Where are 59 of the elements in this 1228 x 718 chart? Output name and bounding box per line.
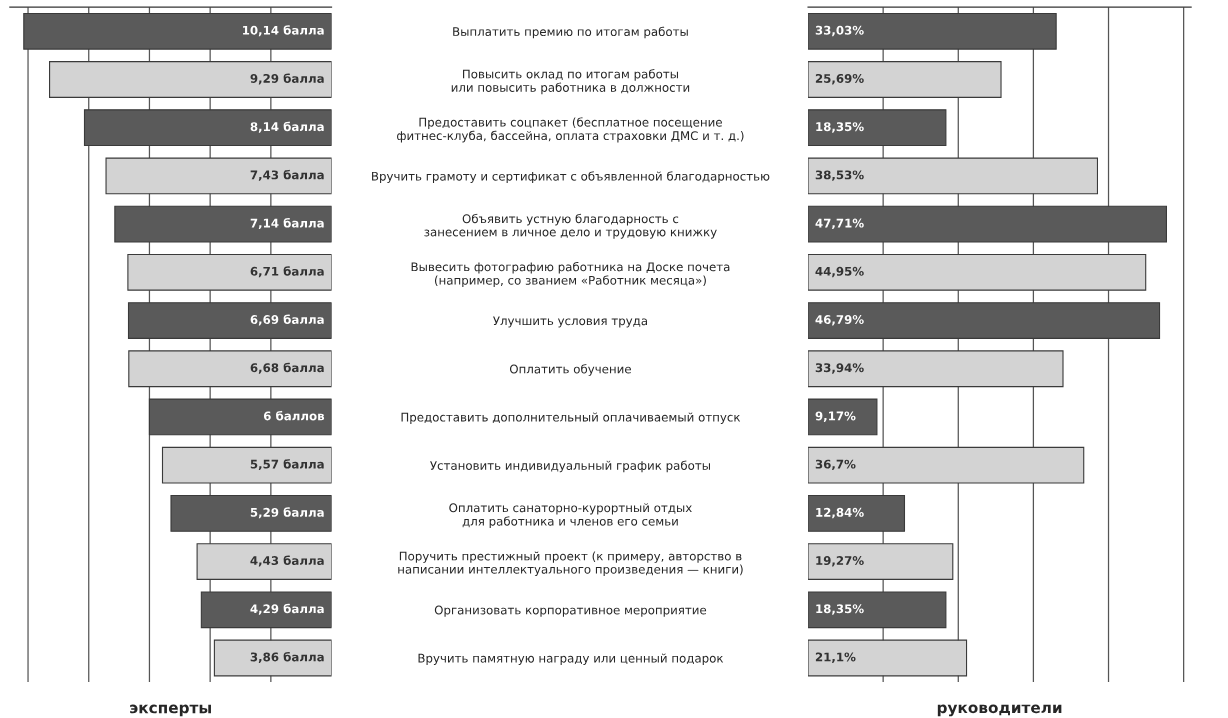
y-tick-label: Поручить престижный проект (к примеру, авторство в написании интеллектуального произведения — книги) xyxy=(398,551,743,577)
bar xyxy=(808,61,1002,98)
data-label: 6,68 балла xyxy=(250,362,324,374)
data-label: 36,7% xyxy=(815,459,856,471)
data-label: 46,79% xyxy=(815,315,864,326)
data-label: 12,84% xyxy=(816,507,864,519)
bar xyxy=(196,543,332,580)
data-label: 8,14 балла xyxy=(250,121,324,133)
data-label: 5,29 балла xyxy=(250,507,324,519)
data-label: 38,53% xyxy=(815,170,864,181)
bar xyxy=(128,350,332,388)
bar xyxy=(213,639,332,677)
data-label: 18,35% xyxy=(816,122,864,133)
bar xyxy=(808,398,878,436)
x-axis-title: эксперты xyxy=(130,704,211,717)
data-label: 6,71 балла xyxy=(250,266,324,278)
y-tick-label: Оплатить обучение xyxy=(509,364,631,376)
y-tick-label: Объявить устную благодарность с занесением в личное дело и трудовую книжку xyxy=(424,213,717,239)
data-label: 3,86 балла xyxy=(250,651,324,663)
data-label: 4,43 балла xyxy=(250,555,324,567)
data-label: 33,94% xyxy=(815,363,864,374)
bar xyxy=(808,350,1064,388)
data-label: 10,14 балла xyxy=(243,25,324,37)
data-label: 5,57 балла xyxy=(250,459,324,471)
bar xyxy=(808,543,954,580)
bar xyxy=(105,157,332,195)
bar xyxy=(808,253,1147,291)
data-label: 47,71% xyxy=(815,218,864,230)
y-tick-label: Вывесить фотографию работника на Доске почета (например, со званием «Работник месяца») xyxy=(411,261,730,288)
y-tick-label: Вручить памятную награду или ценный подарок xyxy=(418,653,724,665)
data-label: 4,29 балла xyxy=(250,603,324,615)
y-tick-label: Оплатить санаторно-курортный отдых для работника и членов его семьи xyxy=(449,503,692,528)
x-axis-title: руководители xyxy=(937,704,1062,717)
data-label: 9,17% xyxy=(815,411,856,422)
data-label: 6 баллов xyxy=(263,410,325,421)
y-tick-label: Повысить оклад по итогам работы или повысить работника в должности xyxy=(451,69,690,95)
bar xyxy=(127,253,332,291)
y-tick-label: Выплатить премию по итогам работы xyxy=(453,26,688,39)
y-tick-label: Улучшить условия труда xyxy=(493,316,647,328)
y-tick-label: Предоставить дополнительный оплачиваемый отпуск xyxy=(401,412,741,424)
data-label: 18,35% xyxy=(816,604,864,615)
data-label: 7,14 балла xyxy=(250,218,324,230)
data-label: 9,29 балла xyxy=(250,73,324,85)
data-label: 25,69% xyxy=(815,73,864,85)
y-tick-label: Предоставить соцпакет (бесплатное посещение фитнес-клуба, бассейна, оплата страховки ДМС и т. д.) xyxy=(397,117,744,143)
y-tick-label: Организовать корпоративное мероприятие xyxy=(434,605,707,617)
bar xyxy=(808,157,1099,195)
bar xyxy=(808,446,1085,484)
data-label: 7,43 балла xyxy=(250,169,324,181)
data-label: 6,69 балла xyxy=(250,314,324,326)
data-label: 19,27% xyxy=(816,556,864,567)
data-label: 33,03% xyxy=(815,25,864,37)
y-tick-label: Вручить грамоту и сертификат с объявленной благодарностью xyxy=(372,171,770,183)
bar xyxy=(49,61,332,98)
bar xyxy=(808,639,968,677)
bar xyxy=(161,446,332,484)
data-label: 44,95% xyxy=(815,266,864,278)
data-label: 21,1% xyxy=(815,652,856,663)
y-tick-label: Установить индивидуальный график работы xyxy=(430,460,710,473)
